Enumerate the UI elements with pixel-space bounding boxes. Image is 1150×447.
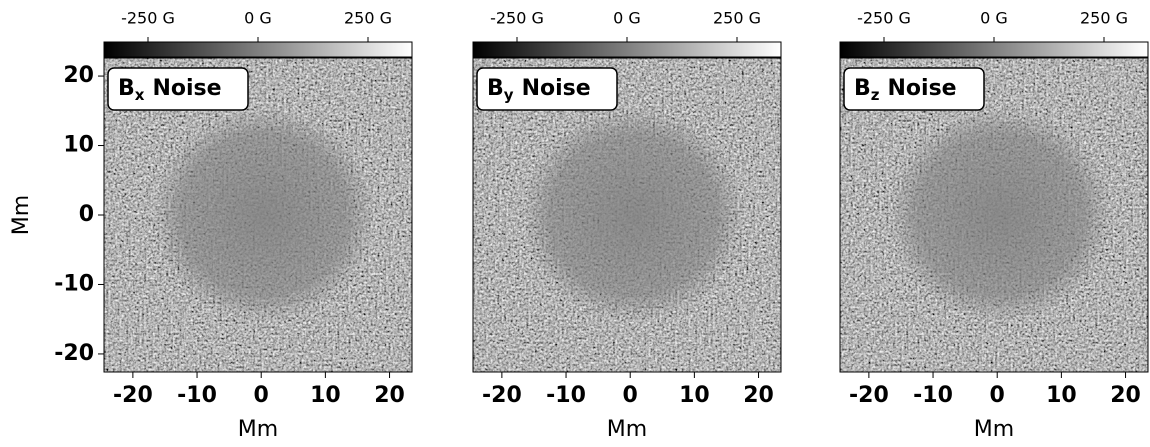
panel-title: Bx Noise — [118, 76, 222, 104]
x-tick-label: 20 — [374, 383, 405, 408]
plot-frame — [839, 57, 1149, 373]
x-tick-label: 20 — [1110, 383, 1141, 408]
colorbar-tick-label: 0 G — [980, 9, 1008, 28]
y-tick-label: -10 — [54, 271, 94, 296]
x-tick-label: -20 — [849, 383, 889, 408]
colorbar-tick-label: -250 G — [121, 9, 175, 28]
title-subscript: z — [871, 86, 880, 104]
title-subscript: y — [504, 86, 514, 104]
colorbar-tick-label: -250 G — [490, 9, 544, 28]
x-tick-label: -10 — [177, 383, 217, 408]
panel-title: Bz Noise — [854, 76, 957, 104]
quiet-region — [889, 108, 1112, 322]
x-tick-label: 0 — [990, 383, 1005, 408]
colorbar-tick-label: 0 G — [244, 9, 272, 28]
colorbar-tick-label: -250 G — [857, 9, 911, 28]
title-text: Noise — [152, 76, 221, 101]
title-text: Noise — [888, 76, 957, 101]
title-symbol: B — [118, 76, 135, 101]
title-box — [843, 67, 985, 111]
x-tick-label: 0 — [254, 383, 269, 408]
plot-frame — [472, 57, 782, 373]
x-axis-label: Mm — [974, 417, 1014, 442]
panel-title: By Noise — [487, 76, 591, 104]
x-axis-label: Mm — [607, 417, 647, 442]
title-box — [107, 67, 249, 111]
x-axis-label: Mm — [238, 417, 278, 442]
colorbar — [103, 41, 413, 58]
x-tick-label: 10 — [1046, 383, 1077, 408]
x-tick-label: -10 — [913, 383, 953, 408]
colorbar-tick-label: 250 G — [713, 9, 761, 28]
title-symbol: B — [487, 76, 504, 101]
colorbar — [839, 41, 1149, 58]
title-symbol: B — [854, 76, 871, 101]
x-tick-label: -20 — [113, 383, 153, 408]
x-tick-label: -20 — [482, 383, 522, 408]
y-tick-label: 10 — [63, 133, 94, 158]
x-tick-label: 10 — [310, 383, 341, 408]
y-tick-label: 0 — [79, 202, 94, 227]
x-tick-label: 10 — [679, 383, 710, 408]
quiet-region — [522, 108, 745, 322]
colorbar-tick-label: 250 G — [344, 9, 392, 28]
x-tick-label: 20 — [743, 383, 774, 408]
y-axis-label: Mm — [9, 195, 34, 235]
x-tick-label: 0 — [623, 383, 638, 408]
colorbar — [472, 41, 782, 58]
y-tick-label: -20 — [54, 341, 94, 366]
title-subscript: x — [135, 86, 145, 104]
y-tick-label: 20 — [63, 63, 94, 88]
quiet-region — [153, 108, 376, 322]
title-text: Noise — [522, 76, 591, 101]
colorbar-tick-label: 250 G — [1080, 9, 1128, 28]
title-box — [476, 67, 618, 111]
colorbar-tick-label: 0 G — [613, 9, 641, 28]
x-tick-label: -10 — [546, 383, 586, 408]
